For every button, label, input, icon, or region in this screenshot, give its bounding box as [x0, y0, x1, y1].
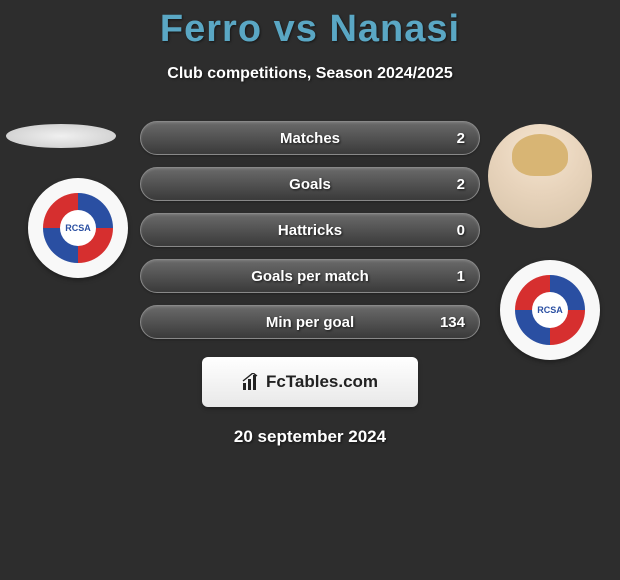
stat-value-right: 2 — [457, 130, 465, 147]
stat-row-hattricks: Hattricks 0 — [140, 213, 480, 247]
stat-value-right: 0 — [457, 222, 465, 239]
stat-row-min-per-goal: Min per goal 134 — [140, 305, 480, 339]
bars-icon — [242, 373, 262, 391]
stat-row-goals: Goals 2 — [140, 167, 480, 201]
stat-label: Goals — [289, 176, 331, 193]
stat-value-right: 2 — [457, 176, 465, 193]
stats-area: Matches 2 Goals 2 Hattricks 0 Goals per … — [0, 121, 620, 447]
stat-value-right: 1 — [457, 268, 465, 285]
brand-label: FcTables.com — [266, 372, 378, 392]
stat-label: Goals per match — [251, 268, 369, 285]
subtitle: Club competitions, Season 2024/2025 — [0, 65, 620, 83]
stat-label: Min per goal — [266, 314, 354, 331]
stat-value-right: 134 — [440, 314, 465, 331]
stat-label: Hattricks — [278, 222, 342, 239]
brand-box[interactable]: FcTables.com — [202, 357, 418, 407]
stat-row-goals-per-match: Goals per match 1 — [140, 259, 480, 293]
brand-text: FcTables.com — [242, 372, 378, 392]
page-title: Ferro vs Nanasi — [0, 0, 620, 51]
stat-label: Matches — [280, 130, 340, 147]
stat-row-matches: Matches 2 — [140, 121, 480, 155]
date-text: 20 september 2024 — [0, 427, 620, 447]
